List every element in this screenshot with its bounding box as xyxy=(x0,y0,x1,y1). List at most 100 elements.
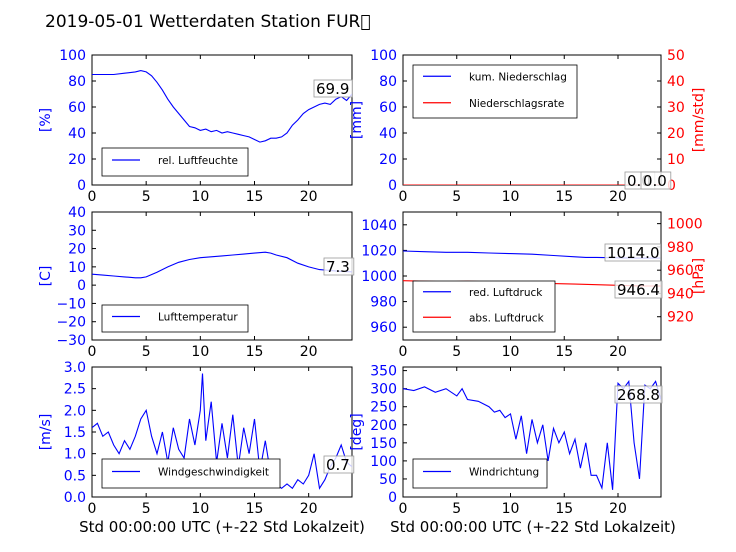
y-tick-label: 60 xyxy=(68,100,86,116)
value-label: 0.7 xyxy=(326,456,350,474)
x-tick-label: 15 xyxy=(246,344,264,360)
y-tick-label: 0 xyxy=(77,278,86,294)
series-line-temperature xyxy=(92,251,352,279)
plot-frame xyxy=(91,211,353,341)
x-tick-label: 10 xyxy=(191,344,209,360)
y-axis-label-right: [hPa] xyxy=(691,258,707,294)
y-tick-label-right: 1000 xyxy=(667,217,703,233)
x-tick-label: 0 xyxy=(88,344,97,360)
y-tick-label-right: 50 xyxy=(667,48,685,64)
y-tick-label: 1.0 xyxy=(64,447,86,463)
x-tick-label: 20 xyxy=(609,344,627,360)
legend-label: Windgeschwindigkeit xyxy=(158,467,269,479)
panel-humidity: 0 5 10 15 20 0 20 40 60 80 100 [%] rel. Luftfeuchte 6… xyxy=(38,48,353,205)
y-tick-label: 20 xyxy=(68,152,86,168)
x-tick-label: 5 xyxy=(452,344,461,360)
legend-box xyxy=(412,280,556,333)
value-box xyxy=(604,243,661,262)
y-tick-label: 0 xyxy=(388,490,397,506)
y-tick-label: 1040 xyxy=(361,218,397,234)
x-tick-label: 20 xyxy=(300,501,318,517)
y-tick-label: 2.0 xyxy=(64,403,86,419)
series-line-humidity xyxy=(92,70,352,143)
y-tick-label: 60 xyxy=(379,100,397,116)
value-label: 268.8 xyxy=(617,386,660,404)
y-tick-label-right: 40 xyxy=(667,74,685,90)
x-tick-label: 5 xyxy=(142,344,151,360)
value-label: 1014.0 xyxy=(607,244,660,262)
y-tick-label-right: 20 xyxy=(667,126,685,142)
y-tick-label: 960 xyxy=(370,320,397,336)
y-axis-label: [m/s] xyxy=(38,414,54,451)
y-tick-label: −30 xyxy=(56,333,86,349)
y-tick-label: 3.0 xyxy=(64,360,86,376)
y-axis-label-right: [mm/std] xyxy=(691,88,707,153)
y-tick-label: 100 xyxy=(370,454,397,470)
x-tick-label: 10 xyxy=(191,189,209,205)
value-box xyxy=(614,280,663,299)
y-tick-label: 350 xyxy=(370,364,397,380)
x-tick-label: 5 xyxy=(452,501,461,517)
y-tick-label: 0 xyxy=(77,178,86,194)
value-label: 7.3 xyxy=(326,258,350,276)
y-tick-label-right: 920 xyxy=(667,310,694,326)
y-tick-label: 0 xyxy=(388,178,397,194)
value-label: 0.0 xyxy=(643,172,667,190)
x-tick-label: 20 xyxy=(300,189,318,205)
y-tick-label-right: 980 xyxy=(667,240,694,256)
panel-winddirection: 0 5 10 15 20050100150200250300350[deg]Windri… xyxy=(349,364,663,517)
y-tick-label: 80 xyxy=(379,74,397,90)
x-tick-label: 20 xyxy=(300,344,318,360)
x-tick-label: 15 xyxy=(246,501,264,517)
legend-box xyxy=(412,64,578,119)
x-tick-label: 10 xyxy=(502,344,520,360)
legend-box xyxy=(412,458,548,489)
y-tick-label-right: 10 xyxy=(667,152,685,168)
y-tick-label: 150 xyxy=(370,436,397,452)
x-tick-label: 10 xyxy=(502,189,520,205)
y-tick-label-right: 30 xyxy=(667,100,685,116)
y-tick-label: −20 xyxy=(56,315,86,331)
y-tick-label-right: 960 xyxy=(667,263,694,279)
y-tick-label: 10 xyxy=(68,260,86,276)
legend-label: rel. Luftfeuchte xyxy=(158,155,238,167)
x-tick-label: 20 xyxy=(609,189,627,205)
y-tick-label: 40 xyxy=(379,126,397,142)
legend-label: Lufttemperatur xyxy=(158,312,238,324)
x-axis-label-right: Std 00:00:00 UTC (+-22 Std Lokalzeit) xyxy=(390,518,676,536)
y-tick-label: 1.5 xyxy=(64,425,86,441)
value-box xyxy=(323,257,355,276)
plot-frame xyxy=(402,366,662,498)
figure-title: 2019-05-01 Wetterdaten Station FUR  xyxy=(45,12,371,32)
x-tick-label: 15 xyxy=(555,501,573,517)
panel-temperature: 0 5 10 15 20 −30 −20 −10 0 10 20 30 40 [C] Lufttempera… xyxy=(38,205,355,360)
y-tick-label: 50 xyxy=(379,472,397,488)
panel-windspeed: 0 5 10 15 20 0.0 0.5 1.0 1.5 2.0 2.5 3.0 [m/s] Windge… xyxy=(38,360,355,517)
legend-label: kum. Niederschlag xyxy=(469,71,567,83)
legend-box xyxy=(101,304,249,333)
x-tick-label: 10 xyxy=(191,501,209,517)
legend-label: Windrichtung xyxy=(469,467,539,479)
y-tick-label: 2.5 xyxy=(64,382,86,398)
x-tick-label: 5 xyxy=(142,189,151,205)
y-tick-label: 20 xyxy=(68,242,86,258)
series-line-windspeed xyxy=(92,373,352,490)
y-tick-label: 0.0 xyxy=(64,490,86,506)
x-tick-label: 10 xyxy=(502,501,520,517)
y-tick-label: 100 xyxy=(59,48,86,64)
legend-box xyxy=(101,458,281,489)
y-tick-label: 40 xyxy=(68,205,86,221)
y-tick-label: 250 xyxy=(370,400,397,416)
x-tick-label: 15 xyxy=(555,189,573,205)
value-box xyxy=(614,385,663,404)
y-tick-label: 100 xyxy=(370,48,397,64)
legend-label: abs. Luftdruck xyxy=(469,312,545,324)
y-tick-label-right: 940 xyxy=(667,286,694,302)
y-tick-label: 0.5 xyxy=(64,468,86,484)
x-tick-label: 15 xyxy=(555,344,573,360)
panel-pressure: 0 5 10 15 20 960 980 1000 1020 1040 920 940 960 980 10… xyxy=(361,211,707,360)
x-tick-label: 20 xyxy=(609,501,627,517)
x-tick-label: 5 xyxy=(142,501,151,517)
